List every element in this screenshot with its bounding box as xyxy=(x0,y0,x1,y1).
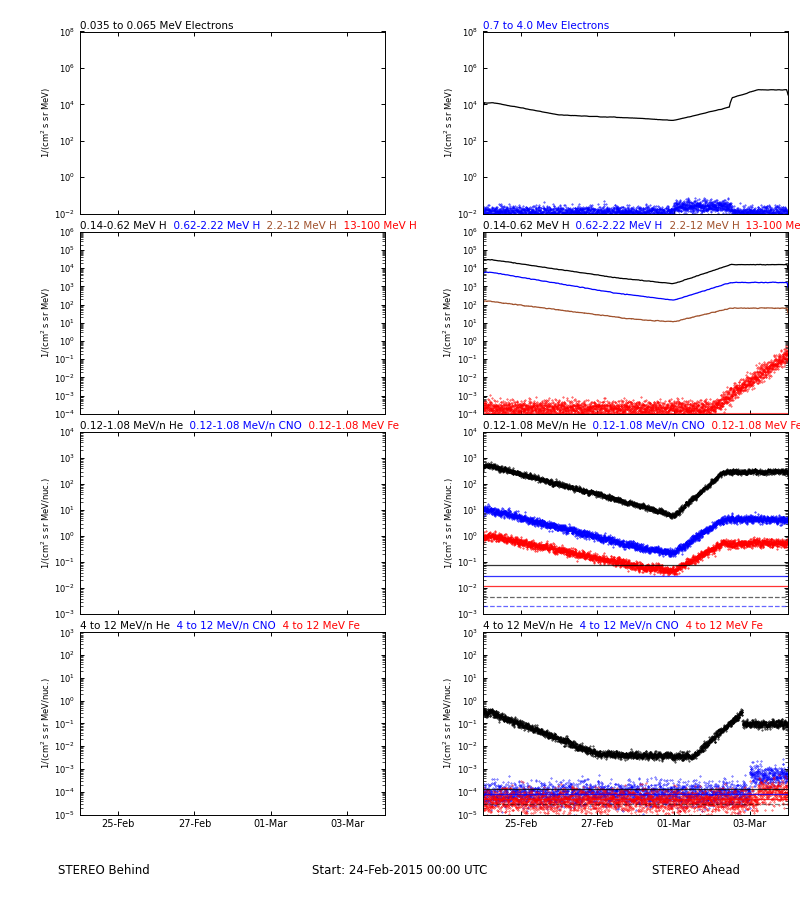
Text: 4 to 12 MeV/n He: 4 to 12 MeV/n He xyxy=(483,622,573,632)
Text: 0.62-2.22 MeV H: 0.62-2.22 MeV H xyxy=(570,220,662,231)
Text: 0.14-0.62 MeV H: 0.14-0.62 MeV H xyxy=(483,220,570,231)
Text: 2.2-12 MeV H: 2.2-12 MeV H xyxy=(662,220,739,231)
Text: STEREO Behind: STEREO Behind xyxy=(58,864,150,877)
Y-axis label: 1/(cm$^2$ s sr MeV): 1/(cm$^2$ s sr MeV) xyxy=(39,87,53,158)
Text: 0.12-1.08 MeV/n CNO: 0.12-1.08 MeV/n CNO xyxy=(586,421,705,431)
Y-axis label: 1/(cm$^2$ s sr MeV/nuc.): 1/(cm$^2$ s sr MeV/nuc.) xyxy=(442,477,456,569)
Text: 4 to 12 MeV Fe: 4 to 12 MeV Fe xyxy=(678,622,762,632)
Text: 0.12-1.08 MeV Fe: 0.12-1.08 MeV Fe xyxy=(705,421,800,431)
Text: 0.035 to 0.065 MeV Electrons: 0.035 to 0.065 MeV Electrons xyxy=(80,21,234,31)
Text: 4 to 12 MeV/n CNO: 4 to 12 MeV/n CNO xyxy=(573,622,678,632)
Text: 0.7 to 4.0 Mev Electrons: 0.7 to 4.0 Mev Electrons xyxy=(483,21,609,31)
Y-axis label: 1/(cm$^2$ s sr MeV/nuc.): 1/(cm$^2$ s sr MeV/nuc.) xyxy=(39,678,53,770)
Text: 0.12-1.08 MeV/n He: 0.12-1.08 MeV/n He xyxy=(80,421,183,431)
Y-axis label: 1/(cm$^2$ s sr MeV): 1/(cm$^2$ s sr MeV) xyxy=(442,87,456,158)
Text: 13-100 MeV H: 13-100 MeV H xyxy=(337,220,416,231)
Text: 4 to 12 MeV/n CNO: 4 to 12 MeV/n CNO xyxy=(170,622,276,632)
Text: 0.12-1.08 MeV Fe: 0.12-1.08 MeV Fe xyxy=(302,421,399,431)
Text: 0.12-1.08 MeV/n CNO: 0.12-1.08 MeV/n CNO xyxy=(183,421,302,431)
Text: STEREO Ahead: STEREO Ahead xyxy=(652,864,740,877)
Text: 4 to 12 MeV Fe: 4 to 12 MeV Fe xyxy=(276,622,360,632)
Text: 4 to 12 MeV/n He: 4 to 12 MeV/n He xyxy=(80,622,170,632)
Y-axis label: 1/(cm$^2$ s sr MeV): 1/(cm$^2$ s sr MeV) xyxy=(39,287,53,358)
Y-axis label: 1/(cm$^2$ s sr MeV): 1/(cm$^2$ s sr MeV) xyxy=(442,287,455,358)
Y-axis label: 1/(cm$^2$ s sr MeV/nuc.): 1/(cm$^2$ s sr MeV/nuc.) xyxy=(442,678,455,770)
Text: 2.2-12 MeV H: 2.2-12 MeV H xyxy=(260,220,337,231)
Text: 13-100 MeV H: 13-100 MeV H xyxy=(739,220,800,231)
Text: 0.12-1.08 MeV/n He: 0.12-1.08 MeV/n He xyxy=(483,421,586,431)
Y-axis label: 1/(cm$^2$ s sr MeV/nuc.): 1/(cm$^2$ s sr MeV/nuc.) xyxy=(39,477,53,569)
Text: Start: 24-Feb-2015 00:00 UTC: Start: 24-Feb-2015 00:00 UTC xyxy=(312,864,488,877)
Text: 0.14-0.62 MeV H: 0.14-0.62 MeV H xyxy=(80,220,166,231)
Text: 0.62-2.22 MeV H: 0.62-2.22 MeV H xyxy=(166,220,260,231)
